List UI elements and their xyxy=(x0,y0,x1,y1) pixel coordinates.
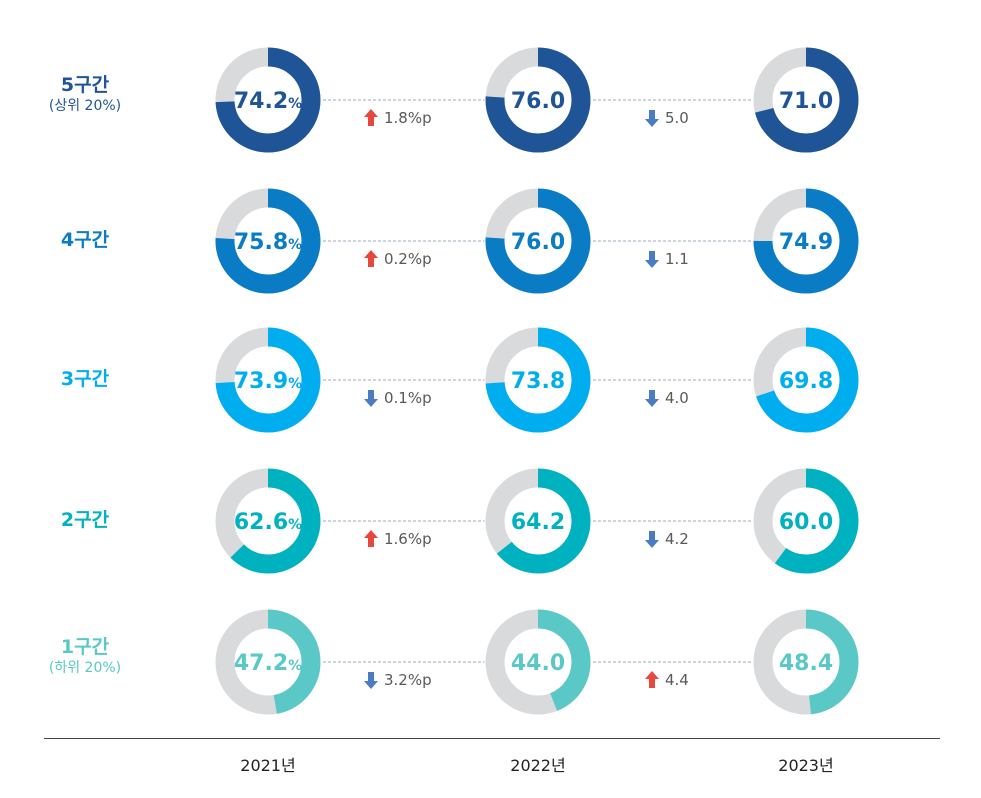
group-label-main: 5구간 xyxy=(60,74,110,96)
ring-value-label: 62.6% xyxy=(234,510,302,535)
ring-value-label: 48.4 xyxy=(779,651,833,676)
ring-value-number: 44.0 xyxy=(511,651,565,676)
ring-value-label: 44.0 xyxy=(511,651,565,676)
change-label: 3.2%p xyxy=(384,671,432,689)
arrow-down-icon xyxy=(364,390,378,407)
group-label-sub: (하위 20%) xyxy=(48,659,122,676)
x-axis-line xyxy=(44,738,940,739)
arrow-up-icon xyxy=(364,109,378,126)
ring-value-label: 73.8 xyxy=(511,369,565,394)
ring-value-unit: % xyxy=(288,376,302,392)
ring-value-label: 76.0 xyxy=(511,230,565,255)
ring-value-number: 64.2 xyxy=(511,510,565,535)
group-label: 1구간 (하위 20%) xyxy=(20,636,150,677)
ring-value-arc xyxy=(485,47,591,153)
group-label: 4구간 xyxy=(20,229,150,253)
ring-value-arc xyxy=(485,609,591,715)
ring-value-arc xyxy=(753,188,859,294)
ring-value-number: 60.0 xyxy=(779,510,833,535)
arrow-up-icon xyxy=(364,530,378,547)
ring-value-arc xyxy=(215,609,321,715)
change-label: 4.2 xyxy=(665,530,689,548)
ring-value-unit: % xyxy=(288,517,302,533)
ring-value-label: 64.2 xyxy=(511,510,565,535)
ring-value-arc xyxy=(485,188,591,294)
ring-value-label: 76.0 xyxy=(511,89,565,114)
ring-value-label: 74.9 xyxy=(779,230,833,255)
ring-value-label: 69.8 xyxy=(779,369,833,394)
ring-value-arc xyxy=(485,468,591,574)
ring-value-number: 47.2 xyxy=(234,651,288,676)
group-label-main: 3구간 xyxy=(60,368,110,390)
ring-value-label: 75.8% xyxy=(234,230,302,255)
group-label-sub: (상위 20%) xyxy=(48,97,122,114)
ring-value-arc xyxy=(215,327,321,433)
arrow-down-icon xyxy=(364,672,378,689)
ring-value-number: 73.9 xyxy=(234,369,288,394)
change-label: 1.8%p xyxy=(384,109,432,127)
ring-value-label: 74.2% xyxy=(234,89,302,114)
ring-value-number: 62.6 xyxy=(234,510,288,535)
ring-value-number: 74.2 xyxy=(234,89,288,114)
group-label-main: 2구간 xyxy=(60,509,110,531)
ring-value-arc xyxy=(753,609,859,715)
ring-value-label: 73.9% xyxy=(234,369,302,394)
change-label: 0.2%p xyxy=(384,250,432,268)
ring-value-unit: % xyxy=(288,237,302,253)
ring-value-number: 76.0 xyxy=(511,89,565,114)
group-label: 3구간 xyxy=(20,368,150,392)
ring-value-arc xyxy=(753,468,859,574)
group-label: 5구간 (상위 20%) xyxy=(20,74,150,115)
ring-value-label: 60.0 xyxy=(779,510,833,535)
ring-value-number: 74.9 xyxy=(779,230,833,255)
arrow-down-icon xyxy=(645,390,659,407)
arrow-down-icon xyxy=(645,251,659,268)
arrow-down-icon xyxy=(645,110,659,127)
group-label-main: 4구간 xyxy=(60,229,110,251)
ring-value-unit: % xyxy=(288,658,302,674)
year-label-2023: 2023년 xyxy=(778,756,834,775)
group-label: 2구간 xyxy=(20,509,150,533)
ring-value-arc xyxy=(485,327,591,433)
ring-value-label: 71.0 xyxy=(779,89,833,114)
ring-value-arc xyxy=(215,468,321,574)
ring-value-number: 71.0 xyxy=(779,89,833,114)
ring-value-number: 75.8 xyxy=(234,230,288,255)
ring-value-arc xyxy=(753,327,859,433)
ring-value-number: 48.4 xyxy=(779,651,833,676)
change-label: 4.4 xyxy=(665,671,689,689)
year-label-2022: 2022년 xyxy=(510,756,566,775)
ring-value-unit: % xyxy=(288,96,302,112)
change-label: 5.0 xyxy=(665,109,689,127)
ring-value-arc xyxy=(215,188,321,294)
arrow-down-icon xyxy=(645,531,659,548)
ring-value-number: 73.8 xyxy=(511,369,565,394)
ring-value-label: 47.2% xyxy=(234,651,302,676)
change-label: 1.1 xyxy=(665,250,689,268)
change-label: 4.0 xyxy=(665,389,689,407)
ring-value-number: 76.0 xyxy=(511,230,565,255)
arrow-up-icon xyxy=(645,671,659,688)
ring-value-arc xyxy=(215,47,321,153)
arrow-up-icon xyxy=(364,250,378,267)
year-label-2021: 2021년 xyxy=(240,756,296,775)
group-label-main: 1구간 xyxy=(60,636,110,658)
ring-value-arc xyxy=(753,47,859,153)
ring-value-number: 69.8 xyxy=(779,369,833,394)
change-label: 0.1%p xyxy=(384,389,432,407)
change-label: 1.6%p xyxy=(384,530,432,548)
